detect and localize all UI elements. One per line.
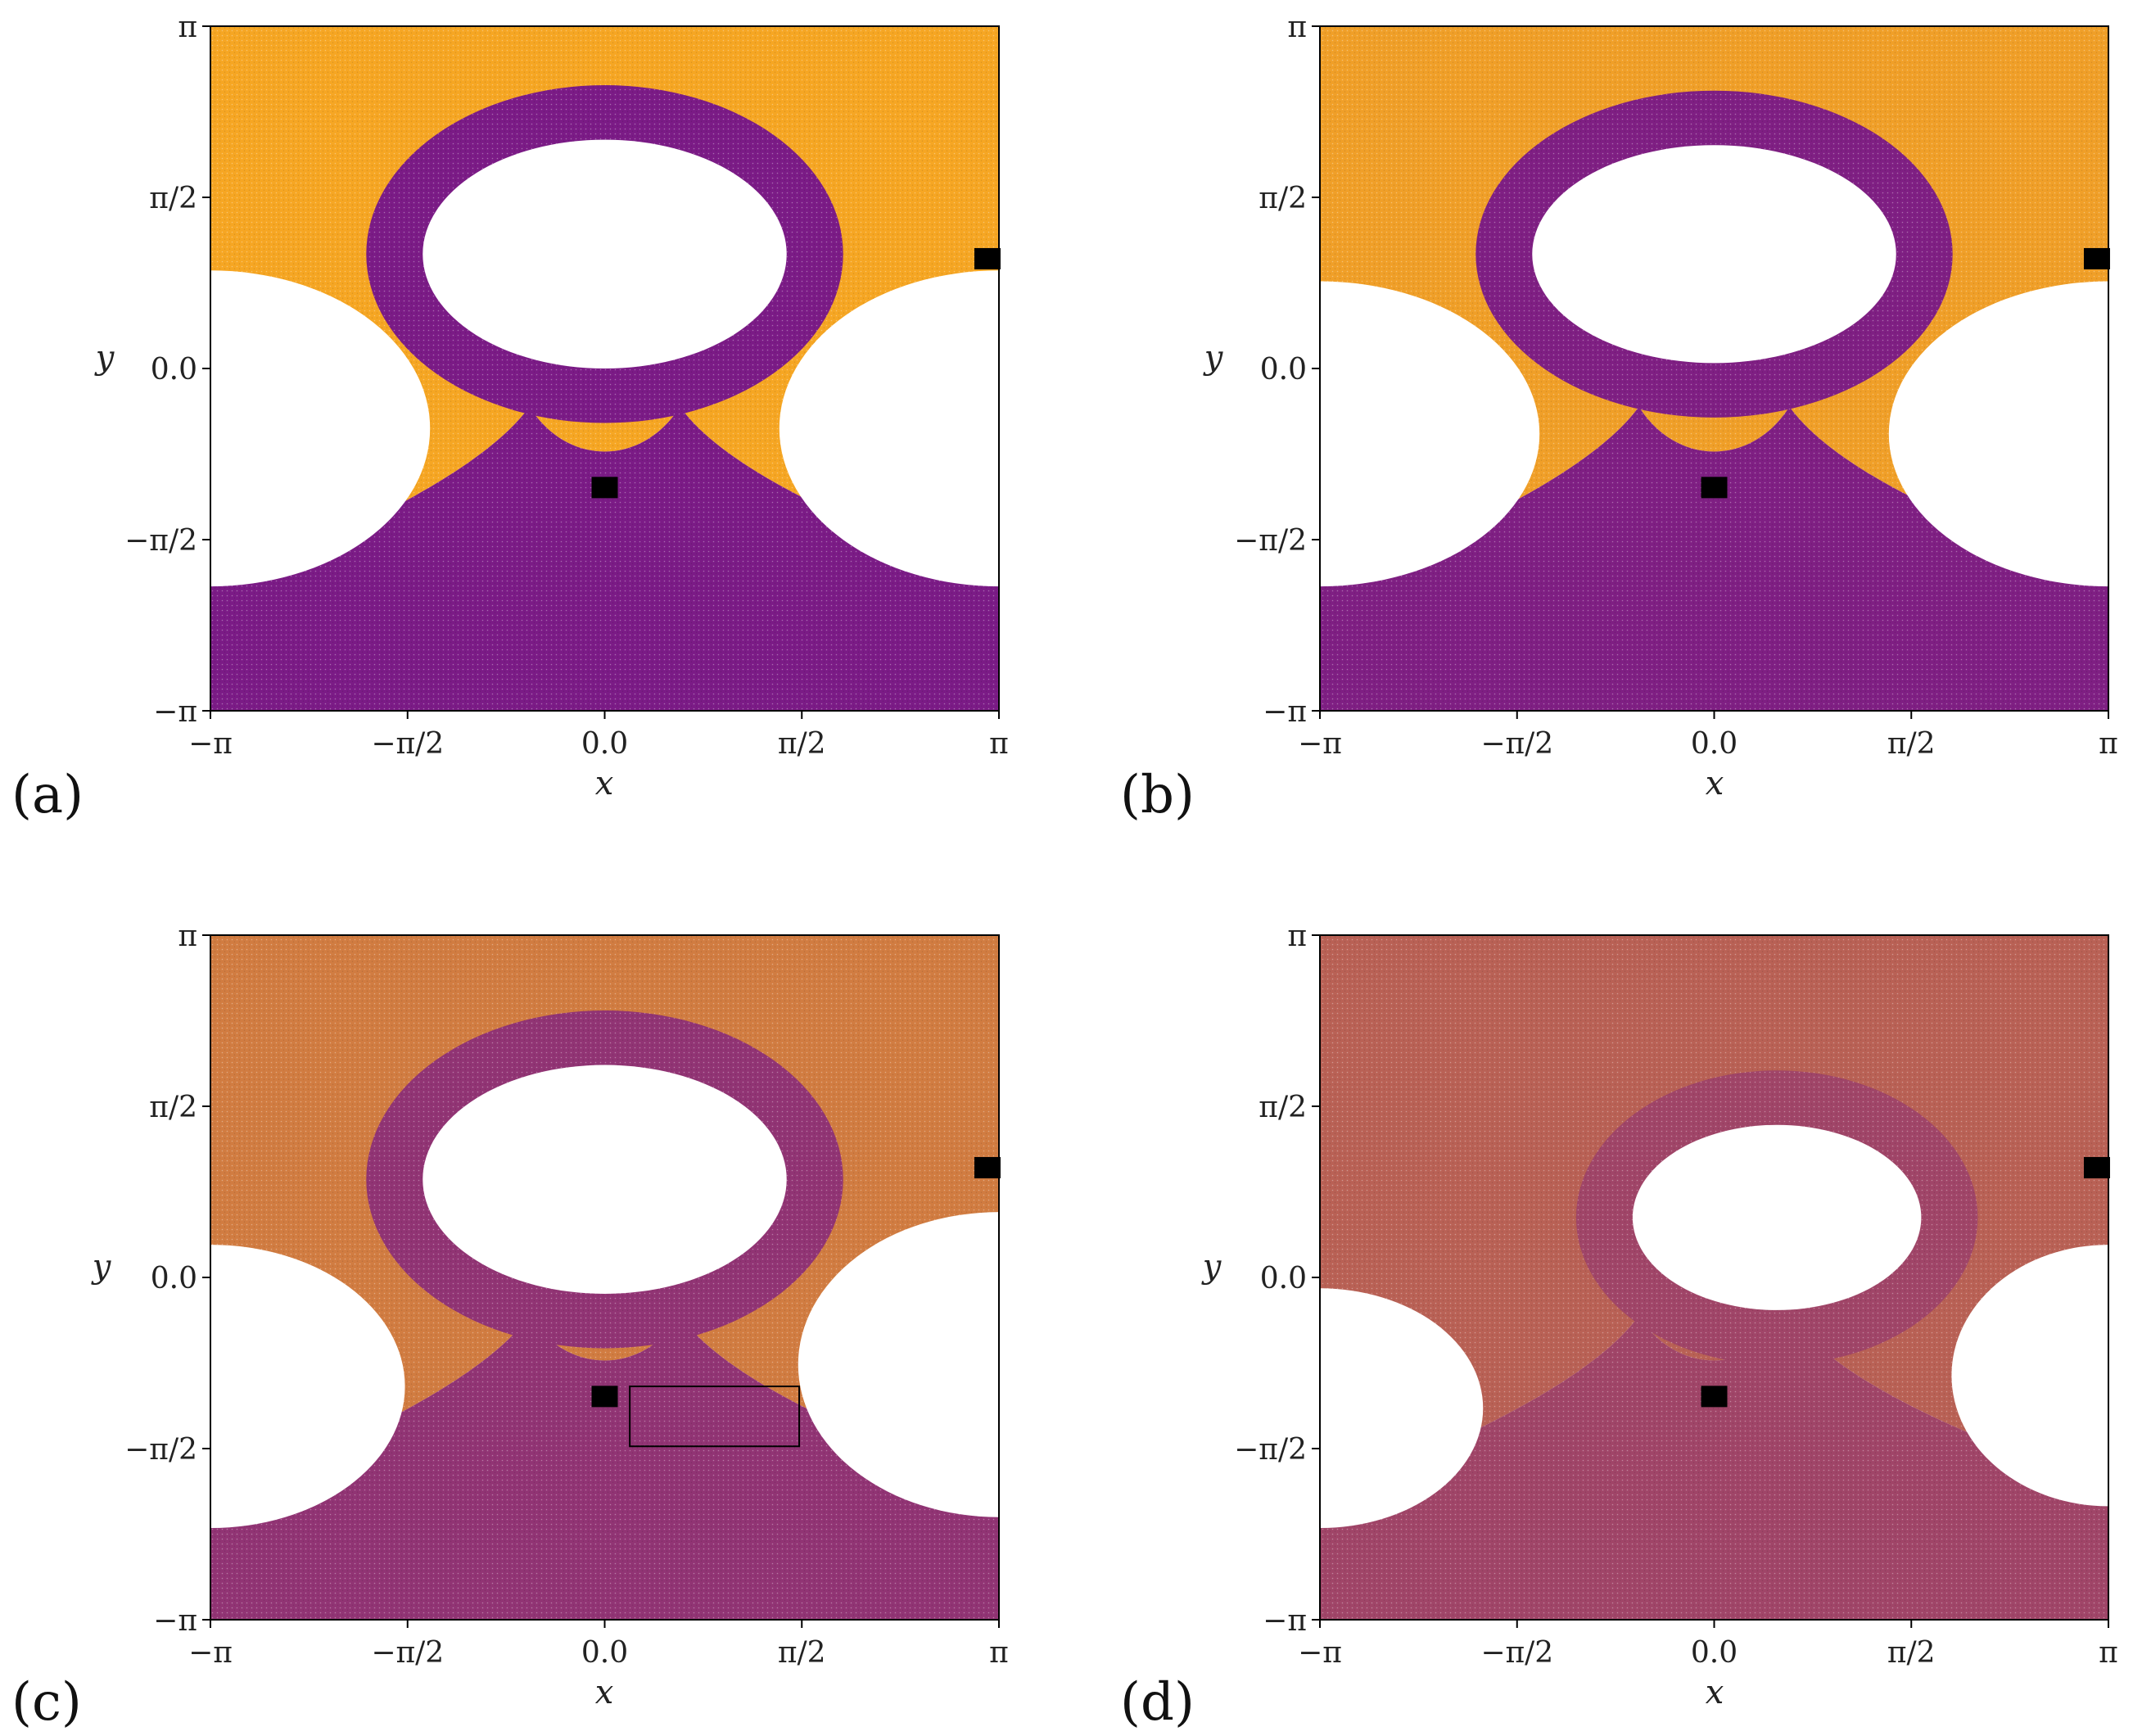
x-tick-label: −π/2	[371, 1636, 444, 1670]
panel-label-a: (a)	[11, 765, 84, 825]
panel-label-c: (c)	[11, 1672, 82, 1733]
x-axis-label-c: x	[595, 1674, 614, 1711]
x-tick-label: π/2	[778, 727, 826, 761]
y-tick-label: π	[1287, 11, 1307, 44]
y-tick-label: π/2	[1259, 1091, 1307, 1124]
island-1	[210, 270, 431, 587]
y-tick-label: 0.0	[151, 1262, 197, 1295]
y-tick-label: −π	[1263, 695, 1307, 729]
x-tick-label: π/2	[1887, 1636, 1936, 1670]
y-tick-label: −π/2	[124, 524, 197, 558]
island-2	[779, 270, 999, 587]
zoom-box	[629, 1386, 801, 1448]
marker-1	[974, 247, 1001, 269]
x-tick-label: 0.0	[581, 1636, 628, 1670]
island-0	[423, 139, 787, 368]
marker-0	[591, 1386, 618, 1408]
panel-label-b: (b)	[1120, 765, 1195, 825]
panel-label-d: (d)	[1120, 1672, 1195, 1733]
y-tick-label: −π	[153, 1604, 197, 1638]
marker-0	[1701, 477, 1728, 499]
panel-b: (b) x y −π −π/2 0.0 π/2 π −π −π/2 0.0 π/2 π	[1120, 11, 2118, 825]
y-tick-label: 0.0	[151, 353, 197, 387]
y-tick-label: π	[1287, 920, 1307, 953]
panel-a: (a) x y −π −π/2 0.0 π/2 π −π −π/2 0.0 π/2 π	[11, 11, 1009, 825]
x-tick-label: 0.0	[1691, 727, 1738, 761]
x-tick-label: −π	[188, 1636, 233, 1670]
x-tick-label: π	[2099, 1636, 2118, 1670]
plot-area-c	[210, 935, 999, 1620]
island-0	[1532, 145, 1896, 364]
panel-d: (d) x y −π −π/2 0.0 π/2 π −π −π/2 0.0 π/2 π	[1120, 920, 2118, 1733]
y-axis-label-b: y	[1203, 339, 1224, 377]
marker-1	[974, 1156, 1001, 1178]
x-tick-label: π/2	[778, 1636, 826, 1670]
x-tick-label: −π	[1298, 727, 1342, 761]
island-2	[1951, 1245, 2108, 1507]
y-tick-label: −π	[153, 695, 197, 729]
y-tick-label: −π/2	[124, 1433, 197, 1467]
x-tick-label: 0.0	[1691, 1636, 1738, 1670]
x-tick-label: 0.0	[581, 727, 628, 761]
x-tick-label: −π	[188, 727, 233, 761]
marker-0	[1701, 1386, 1728, 1408]
x-tick-label: −π	[1298, 1636, 1342, 1670]
x-tick-label: −π/2	[1480, 727, 1553, 761]
island-2	[798, 1212, 999, 1517]
y-tick-label: π	[178, 920, 197, 953]
y-tick-label: −π	[1263, 1604, 1307, 1638]
island-0	[423, 1065, 787, 1294]
plot-area-a	[210, 26, 999, 711]
y-tick-label: 0.0	[1260, 353, 1307, 387]
x-axis-label-a: x	[595, 765, 614, 802]
y-axis-label-a: y	[94, 339, 115, 377]
x-tick-label: π	[989, 727, 1009, 761]
y-tick-label: −π/2	[1234, 524, 1307, 558]
island-1	[1320, 281, 1540, 587]
x-tick-label: −π/2	[1480, 1636, 1553, 1670]
y-tick-label: −π/2	[1234, 1433, 1307, 1467]
marker-1	[2083, 1156, 2110, 1178]
marker-0	[591, 477, 618, 499]
plot-area-d	[1320, 935, 2108, 1620]
y-tick-label: π	[178, 11, 197, 44]
x-axis-label-d: x	[1706, 1674, 1724, 1711]
y-axis-label-c: y	[91, 1248, 112, 1286]
panel-c: (c) x y −π −π/2 0.0 π/2 π −π −π/2 0.0 π/2 π	[11, 920, 1009, 1733]
y-tick-label: 0.0	[1260, 1262, 1307, 1295]
x-tick-label: π	[989, 1636, 1009, 1670]
y-axis-label-d: y	[1201, 1248, 1222, 1286]
island-0	[1632, 1124, 1922, 1310]
island-2	[1888, 281, 2108, 587]
island-1	[210, 1245, 405, 1528]
y-tick-label: π/2	[149, 1091, 197, 1124]
island-1	[1320, 1288, 1484, 1528]
x-tick-label: −π/2	[371, 727, 444, 761]
marker-1	[2083, 247, 2110, 269]
plot-area-b	[1320, 26, 2108, 711]
y-tick-label: π/2	[1259, 182, 1307, 215]
x-axis-label-b: x	[1706, 765, 1724, 802]
y-tick-label: π/2	[149, 182, 197, 215]
x-tick-label: π	[2099, 727, 2118, 761]
x-tick-label: π/2	[1887, 727, 1936, 761]
